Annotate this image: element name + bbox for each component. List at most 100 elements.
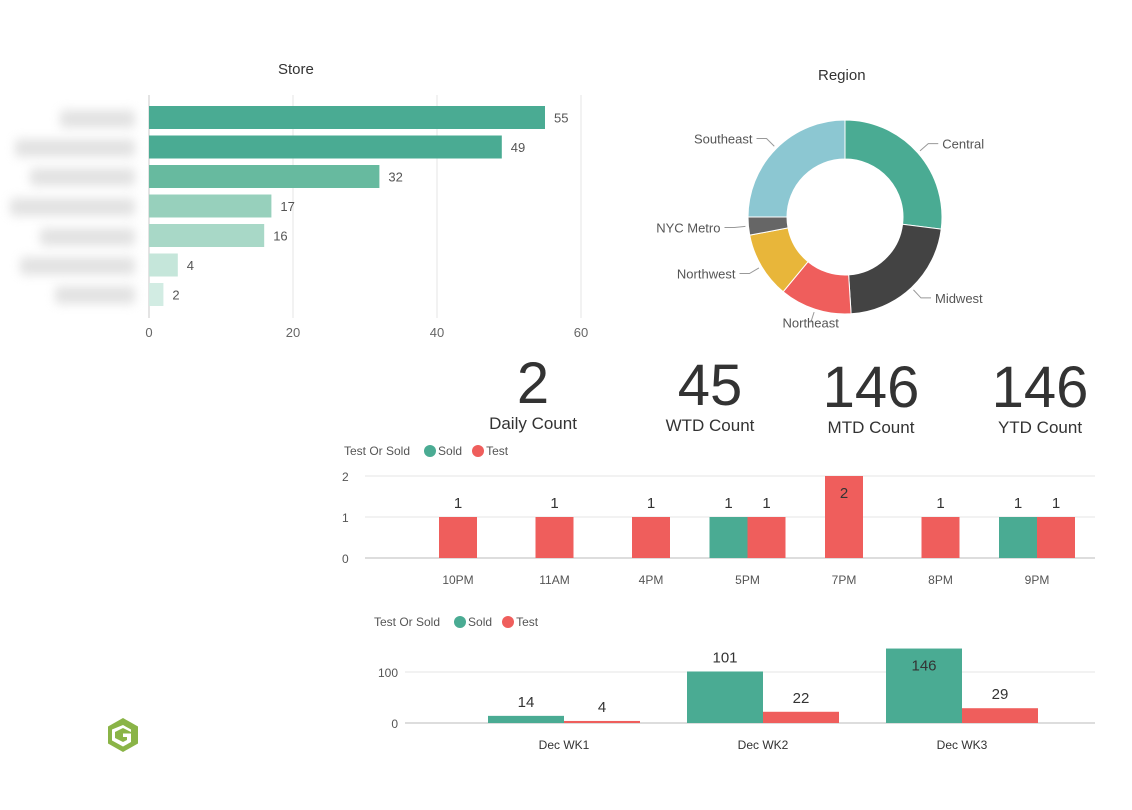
- store-bar-chart: 0 20 40 60 55 49 32 17 16 42: [145, 95, 588, 340]
- weekly-y-tick: 100: [378, 666, 398, 680]
- hourly-bar-test: [747, 517, 786, 558]
- sold-dot-icon: [454, 616, 467, 628]
- region-slice: [848, 223, 942, 315]
- store-x-tick: 20: [286, 325, 300, 340]
- kpi-value: 146: [991, 355, 1089, 420]
- weekly-bar-label: 29: [992, 686, 1009, 703]
- hourly-bar-test: [535, 517, 574, 558]
- store-x-tick: 60: [574, 325, 588, 340]
- hourly-x-tick: 4PM: [639, 573, 664, 587]
- hourly-bar-test: [1037, 517, 1075, 558]
- region-leader-line: [919, 143, 939, 152]
- hourly-x-tick: 7PM: [832, 573, 857, 587]
- test-dot-icon: [472, 445, 485, 457]
- hourly-x-tick: 11AM: [539, 573, 569, 587]
- hourly-bar-test: [921, 517, 960, 558]
- store-bar-label: 2: [172, 288, 179, 303]
- store-bar: [149, 135, 502, 159]
- store-bar: [149, 283, 164, 306]
- weekly-bar-label: 146: [911, 658, 936, 675]
- hourly-bar-label: 1: [454, 495, 462, 512]
- g-logo-icon: [108, 718, 138, 752]
- store-bar-label: 49: [511, 140, 525, 155]
- region-leader-line: [810, 311, 815, 323]
- legend-item-sold[interactable]: Sold: [424, 444, 462, 458]
- store-bar: [149, 165, 380, 188]
- region-slice-label: Midwest: [935, 291, 983, 306]
- region-leader-line: [739, 267, 760, 275]
- weekly-bar-chart: 0 100 14 4 Dec WK1 101 22 Dec WK2 146 29 Dec WK3: [378, 648, 1095, 752]
- legend-title: Test Or Sold: [344, 444, 411, 458]
- hourly-bar-chart: 0 1 2 1 10PM 1 11AM 1 4PM 1 1 5PM 2 7PM 1 8PM 1 1 9PM: [342, 470, 1095, 587]
- store-x-tick: 0: [145, 325, 152, 340]
- hourly-x-tick: 10PM: [442, 573, 473, 587]
- hourly-x-tick: 9PM: [1025, 573, 1050, 587]
- hourly-bar-test: [825, 476, 863, 558]
- kpi-daily-count: 2 Daily Count: [448, 354, 618, 434]
- weekly-bar-sold: [687, 671, 763, 723]
- kpi-label: WTD Count: [665, 416, 755, 435]
- store-bar: [149, 224, 265, 247]
- legend-sold-label: Sold: [438, 444, 463, 458]
- region-leader-line: [724, 225, 746, 228]
- store-label-blurred: [15, 139, 135, 157]
- store-bar: [149, 106, 545, 129]
- store-bar-label: 55: [554, 111, 568, 126]
- hourly-bar-label: 1: [724, 495, 732, 512]
- legend-sold-label: Sold: [468, 615, 493, 629]
- kpi-label: Daily Count: [489, 414, 577, 433]
- weekly-y-tick: 0: [391, 717, 398, 731]
- region-slice: [747, 119, 846, 218]
- weekly-bar-label: 22: [793, 690, 810, 707]
- store-bar-label: 32: [388, 170, 402, 185]
- region-slice-label: NYC Metro: [656, 220, 720, 235]
- region-slice-label: Northwest: [677, 267, 736, 282]
- store-bar: [149, 253, 178, 277]
- store-label-blurred: [10, 198, 135, 216]
- hourly-bar-sold: [709, 517, 748, 558]
- weekly-x-tick: Dec WK3: [937, 738, 988, 752]
- store-label-blurred: [55, 286, 135, 304]
- hourly-bar-label: 1: [1052, 495, 1060, 512]
- kpi-value: 146: [822, 355, 920, 420]
- kpi-wtd-count: 45 WTD Count: [625, 356, 795, 436]
- region-chart-title: Region: [818, 67, 866, 84]
- legend-item-sold[interactable]: Sold: [454, 615, 492, 629]
- hourly-bar-label: 1: [762, 495, 770, 512]
- kpi-label: YTD Count: [997, 418, 1083, 437]
- hourly-bar-label: 1: [647, 495, 655, 512]
- hourly-legend: Test Or Sold Sold Test: [344, 444, 512, 458]
- kpi-mtd-count: 146 MTD Count: [786, 358, 956, 438]
- hourly-bar-label: 1: [1014, 495, 1022, 512]
- store-bar: [149, 194, 272, 218]
- hourly-y-tick: 0: [342, 552, 349, 566]
- hourly-bar-label: 1: [936, 495, 944, 512]
- hourly-bar-sold: [999, 517, 1037, 558]
- sold-dot-icon: [424, 445, 437, 457]
- region-slice-label: Northeast: [783, 316, 840, 331]
- region-leader-line: [756, 138, 775, 147]
- weekly-x-tick: Dec WK2: [738, 738, 789, 752]
- kpi-value: 45: [677, 353, 743, 418]
- region-slice: [844, 119, 943, 230]
- weekly-bar-label: 101: [712, 649, 737, 666]
- hourly-x-tick: 8PM: [928, 573, 953, 587]
- legend-item-test[interactable]: Test: [502, 615, 538, 629]
- store-bar-label: 17: [280, 199, 294, 214]
- weekly-bar-sold: [886, 648, 962, 723]
- store-label-blurred: [60, 110, 135, 128]
- kpi-ytd-count: 146 YTD Count: [955, 358, 1125, 438]
- store-x-tick: 40: [430, 325, 444, 340]
- region-leader-line: [913, 289, 931, 299]
- store-label-blurred: [20, 257, 135, 275]
- weekly-bar-sold: [488, 715, 564, 723]
- weekly-bar-test: [763, 711, 839, 723]
- kpi-value: 2: [516, 351, 550, 416]
- store-label-blurred: [30, 168, 135, 186]
- hourly-bar-label: 1: [550, 495, 558, 512]
- weekly-bar-test: [564, 720, 640, 723]
- weekly-bar-label: 4: [598, 699, 606, 716]
- region-slice-label: Southeast: [694, 132, 753, 147]
- legend-item-test[interactable]: Test: [472, 444, 508, 458]
- store-bar-label: 4: [187, 258, 194, 273]
